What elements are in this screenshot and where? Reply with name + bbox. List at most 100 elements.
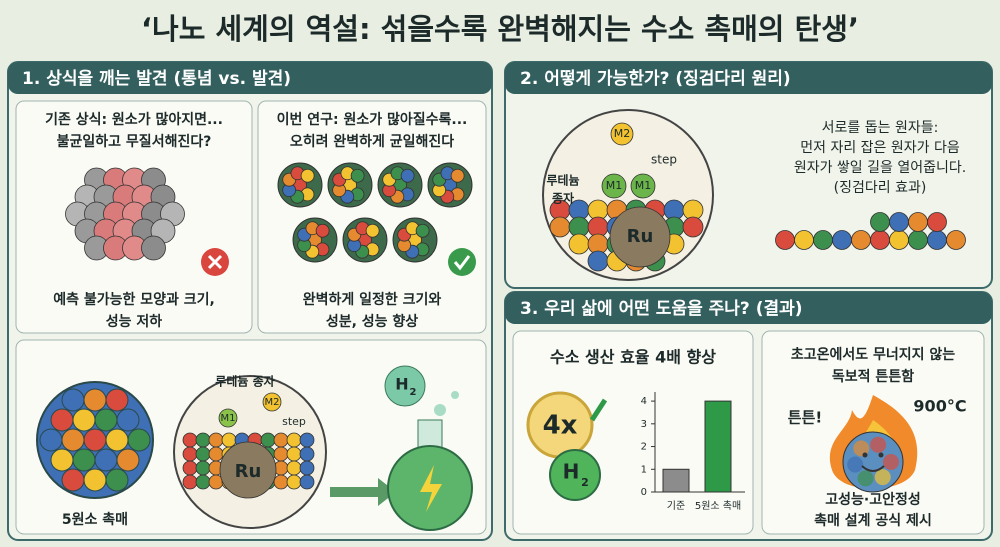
atom [549,216,571,238]
panel-heading: 2. 어떻게 가능한가? (징검다리 원리) [520,68,791,89]
atom [299,432,315,448]
y-tick-label: 3 [641,419,647,430]
bubble [451,391,459,399]
subtitle: 독보적 튼튼함 [832,368,914,385]
caption: 오히려 완벽하게 균일해진다 [290,133,454,150]
atom [195,446,211,462]
label: 종자 [552,191,574,206]
bar [704,400,732,493]
eye [878,452,884,458]
facet [94,408,118,432]
facet [61,468,85,492]
caption: 기존 상식: 원소가 많아지면... [45,111,223,128]
atom [350,168,365,183]
panel-header [505,62,992,94]
result: 예측 불가능한 모양과 크기, [53,292,215,308]
y-tick-label: 2 [641,442,647,453]
atom [908,230,928,250]
atom [299,446,315,462]
h2-symbol: H [395,375,408,394]
atom [182,432,198,448]
atom [273,446,289,462]
result: 성분, 성능 향상 [326,313,418,330]
atom [415,223,430,238]
label: M2 [265,397,280,408]
atom [286,460,302,476]
atom [832,230,852,250]
facet [61,428,85,452]
decor [842,431,904,493]
facet [83,468,107,492]
atom [286,432,302,448]
subtitle: 수소 생산 효율 4배 향상 [550,348,716,367]
atom [682,216,704,238]
atom [218,408,238,428]
atom [889,230,909,250]
label: M1 [635,179,652,192]
label: 튼튼! [788,409,822,427]
atom [946,230,966,250]
atom [587,250,609,272]
atom [908,212,928,232]
label: step [282,415,306,428]
atom [286,446,302,462]
atom [601,173,627,199]
atom [775,230,795,250]
result: 성능 저하 [106,313,163,330]
atom [273,474,289,490]
label: 루테늄 [546,174,579,188]
atom [299,474,315,490]
h2-symbol: H [563,460,580,484]
conclusion: 고성능·고안정성 [825,491,920,508]
atom [182,446,198,462]
eye [862,452,868,458]
bolt [420,465,442,512]
facet [853,440,870,457]
atom [182,474,198,490]
facet [116,408,140,432]
h2-subscript: 2 [410,387,417,398]
facet [50,448,74,472]
atom [927,230,947,250]
facet [874,469,891,486]
facet [50,408,74,432]
result: 완벽하게 일정한 크기와 [303,291,442,308]
facet [105,468,129,492]
atom [630,173,656,199]
atom [195,474,211,490]
atom [794,230,814,250]
facet [127,428,151,452]
x-tick-label: 5원소 촉매 [695,500,741,512]
bubble [434,404,446,416]
atom [286,474,302,490]
arrow [378,478,396,506]
facet [883,454,899,470]
caption: 이번 연구: 원소가 많아질수록... [277,111,468,128]
facet [83,428,107,452]
facet [83,388,107,412]
h2-bubble [384,365,426,407]
text-line: (징검다리 효과) [834,180,927,196]
cross-icon [207,254,223,270]
y-tick-label: 4 [641,396,647,407]
panel-header [505,292,992,324]
atom [889,212,909,232]
arrow [589,398,608,422]
atom [208,446,224,462]
subtitle: 초고온에서도 무너지지 않는 [791,346,955,363]
label: M1 [221,413,236,424]
h2-subscript: 2 [581,476,589,489]
y-tick-label: 0 [641,487,647,498]
panel-heading: 1. 상식을 깨는 발견 (통념 vs. 발견) [22,68,291,89]
text-line: 먼저 자리 잡은 원자가 다음 [800,140,960,156]
atom [299,460,315,476]
facet [61,388,85,412]
atom [221,432,237,448]
atom [208,432,224,448]
panel-header [8,62,492,94]
label: 5원소 촉매 [62,512,128,528]
atom [219,441,277,499]
facet [870,436,887,453]
decor [36,162,473,499]
